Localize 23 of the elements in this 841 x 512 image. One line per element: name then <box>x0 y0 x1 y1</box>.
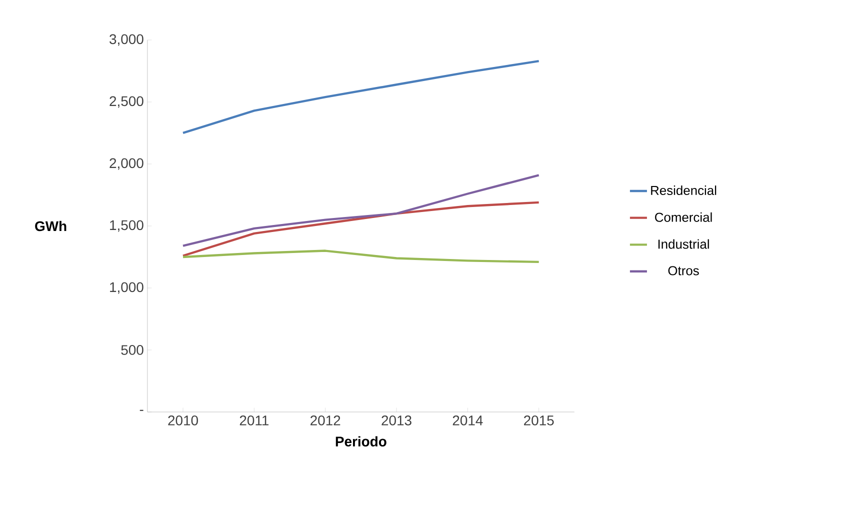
legend-label: Residencial <box>651 186 716 196</box>
x-tick-label: 2014 <box>452 415 483 426</box>
line-series <box>182 250 540 264</box>
y-tick-label: 1,000 <box>110 282 144 294</box>
y-tick-label: 2,500 <box>110 96 144 108</box>
y-tick-label: 500 <box>121 345 144 355</box>
line-series <box>182 201 540 257</box>
y-tick-label: 2,000 <box>110 158 144 170</box>
y-tick-label: 3,000 <box>110 34 144 46</box>
x-tick-label: 2011 <box>240 415 268 426</box>
legend-label: Industrial <box>658 239 709 249</box>
x-tick-label: 2010 <box>168 415 198 426</box>
legend-label: Comercial <box>655 212 712 222</box>
legend-label: Otros <box>668 266 699 276</box>
x-tick-label: 2013 <box>382 415 412 426</box>
line-series <box>182 60 540 134</box>
x-tick-label: 2015 <box>524 415 554 426</box>
line-series <box>182 174 540 247</box>
y-tick-label: - <box>140 410 144 411</box>
x-axis-title: Periodo <box>336 436 386 446</box>
y-tick-label: 1,500 <box>110 220 144 232</box>
x-tick-label: 2012 <box>310 415 340 426</box>
y-axis-title: GWh <box>35 220 66 232</box>
